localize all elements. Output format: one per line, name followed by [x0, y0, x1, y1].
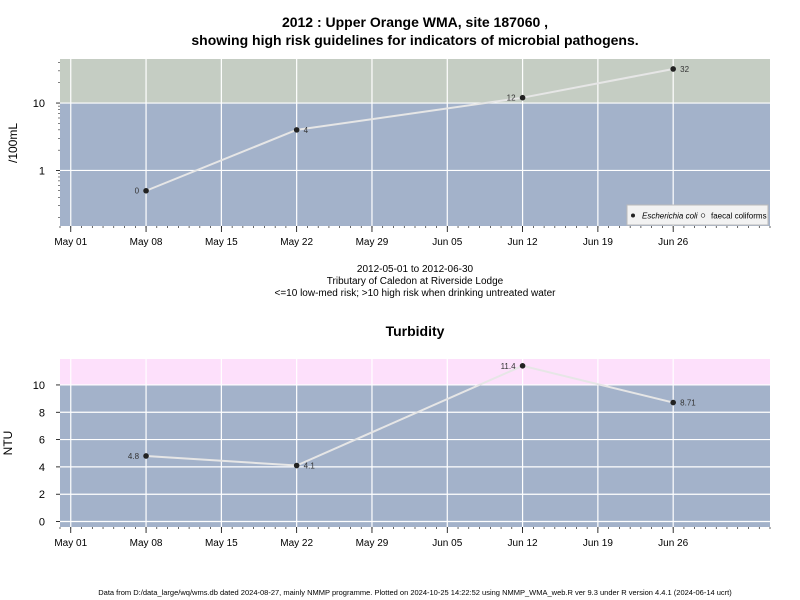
data-label: 4.8: [128, 452, 140, 461]
turbidity-chart-title: Turbidity: [385, 323, 445, 339]
legend-faecal-label: faecal coliforms: [711, 212, 767, 221]
y-tick-label: 4: [39, 462, 45, 474]
chart-title-line2: showing high risk guidelines for indicat…: [191, 32, 639, 48]
data-point: [519, 363, 526, 369]
y-tick-label: 1: [39, 165, 45, 177]
x-tick-label: May 08: [130, 237, 163, 248]
x-tick-label: May 29: [356, 237, 389, 248]
y-tick-label: 2: [39, 489, 45, 501]
y-tick-label: 0: [39, 517, 45, 529]
risk-guideline-label: <=10 low-med risk; >10 high risk when dr…: [274, 288, 556, 299]
high-risk-band: [60, 359, 770, 385]
chart-title-line1: 2012 : Upper Orange WMA, site 187060 ,: [281, 14, 549, 30]
series-line: [145, 364, 674, 467]
x-tick-label: May 22: [280, 237, 313, 248]
date-range-label: 2012-05-01 to 2012-06-30: [356, 264, 474, 275]
data-point: [670, 399, 676, 406]
data-point: [143, 187, 149, 194]
gridlines: [60, 359, 770, 527]
ecoli-chart: May 01 May 08 May 15 May 22 May 29 Jun 05 Jun …: [33, 59, 771, 248]
gridlines: [60, 59, 770, 226]
data-label: 8.71: [680, 399, 696, 408]
x-tick-label: May 01: [54, 538, 87, 549]
x-tick-label: May 29: [356, 538, 389, 549]
x-tick-label: Jun 05: [432, 538, 462, 549]
high-risk-band: [60, 59, 770, 104]
x-tick-label: May 08: [130, 538, 163, 549]
y-tick-label: 6: [39, 435, 45, 447]
data-label: 32: [680, 65, 689, 74]
legend-box: [626, 204, 769, 226]
data-label: 0: [135, 187, 140, 196]
data-point: [519, 94, 526, 101]
site-description-label: Tributary of Caledon at Riverside Lodge: [326, 276, 504, 287]
series-line: [145, 67, 674, 192]
data-label: 11.4: [501, 362, 517, 371]
x-tick-label: Jun 12: [508, 538, 538, 549]
footer-note: Data from D:/data_large/wq/wms.db dated …: [98, 588, 732, 597]
data-series: 0 4 12 32: [135, 65, 690, 196]
x-tick-label: May 22: [280, 538, 313, 549]
y-tick-label: 10: [33, 98, 45, 110]
legend: Escherichia coli faecal coliforms: [626, 204, 769, 226]
legend-ecoli-label: Escherichia coli: [642, 212, 698, 221]
x-tick-label: Jun 12: [508, 237, 538, 248]
y-tick-label: 10: [33, 380, 45, 392]
data-label: 12: [507, 94, 516, 103]
data-point: [293, 127, 300, 133]
data-point: [293, 462, 300, 469]
data-label: 4: [304, 126, 309, 135]
x-tick-label: Jun 19: [583, 538, 613, 549]
x-tick-label: May 15: [205, 237, 238, 248]
data-point: [143, 453, 149, 459]
axes: May 01 May 08 May 15 May 22 May 29 Jun 05 Jun …: [33, 380, 771, 549]
low-risk-band: [60, 384, 770, 527]
x-tick-label: May 15: [205, 538, 238, 549]
x-tick-label: Jun 26: [658, 538, 688, 549]
legend-ecoli-marker: [631, 213, 635, 218]
x-tick-label: Jun 26: [658, 237, 688, 248]
data-point: [670, 66, 676, 72]
x-tick-label: Jun 05: [432, 237, 462, 248]
axes: May 01 May 08 May 15 May 22 May 29 Jun 05 Jun …: [33, 62, 771, 248]
data-series: 4.8 4.1 11.4 8.71: [128, 362, 696, 471]
y-tick-label: 8: [39, 407, 45, 419]
data-label: 4.1: [304, 462, 316, 471]
legend-faecal-marker: [700, 213, 706, 218]
x-tick-label: Jun 19: [583, 237, 613, 248]
turbidity-chart: May 01 May 08 May 15 May 22 May 29 Jun 05 Jun …: [33, 359, 771, 549]
x-tick-label: May 01: [54, 237, 87, 248]
